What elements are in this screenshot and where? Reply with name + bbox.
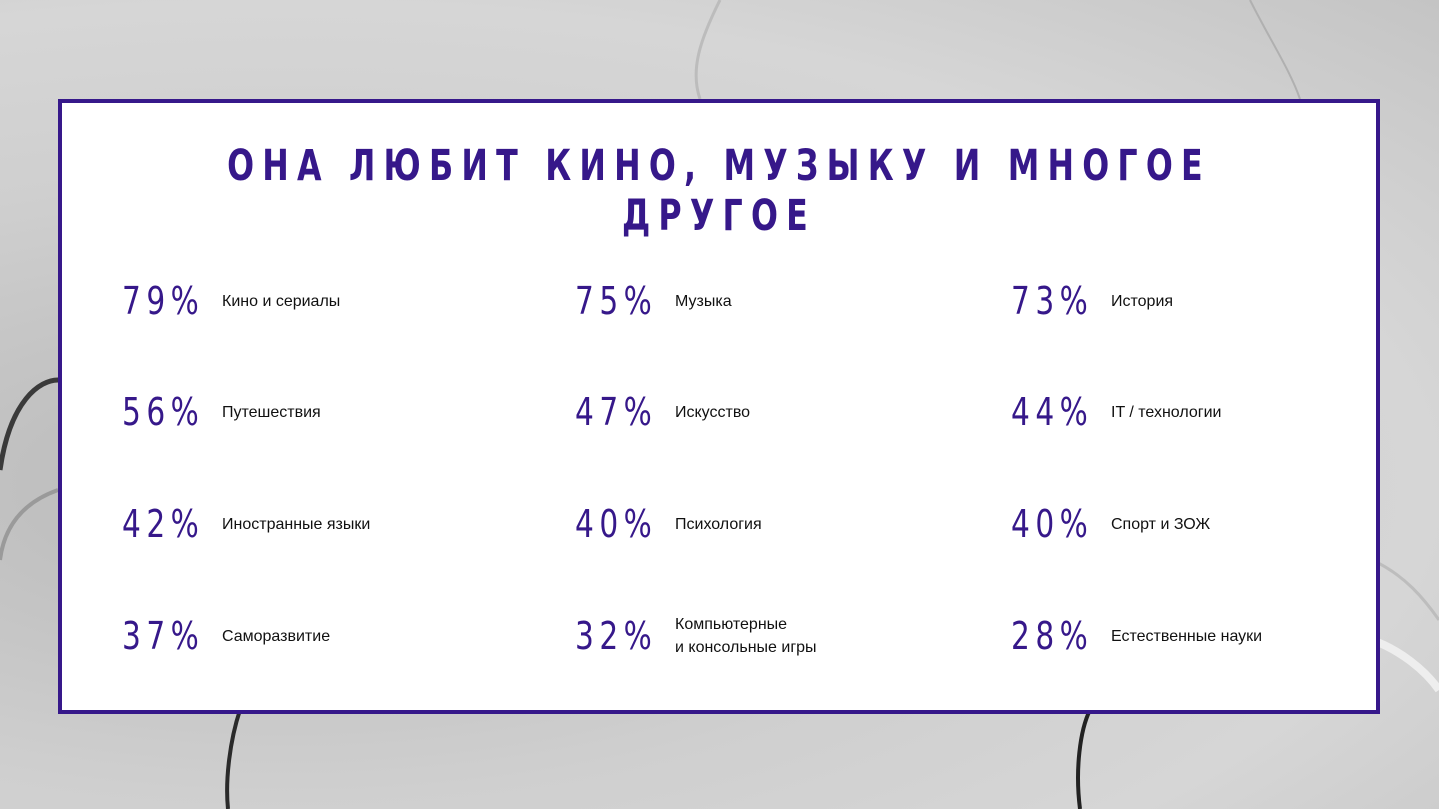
stat-percent: 37% (122, 614, 205, 658)
stat-item: 37% Саморазвитие (122, 606, 330, 666)
stat-percent: 79% (122, 279, 205, 323)
stats-card: ОНА ЛЮБИТ КИНО, МУЗЫКУ И МНОГОЕ ДРУГОЕ 7… (58, 99, 1380, 714)
stat-percent: 47% (575, 390, 658, 434)
stat-percent: 40% (1011, 502, 1094, 546)
stat-item: 32% Компьютерные и консольные игры (575, 606, 817, 666)
stat-label: Музыка (675, 292, 732, 310)
stat-item: 56% Путешествия (122, 382, 321, 442)
stat-label: Саморазвитие (222, 627, 331, 645)
stat-item: 44% IT / технологии (1011, 382, 1221, 442)
stat-label: История (1111, 292, 1174, 310)
stat-label: IT / технологии (1111, 403, 1222, 421)
stat-item: 28% Естественные науки (1011, 606, 1262, 666)
stat-item: 73% История (1011, 271, 1173, 331)
stat-percent: 40% (575, 502, 658, 546)
stat-percent: 56% (122, 390, 205, 434)
stat-percent: 75% (575, 279, 658, 323)
stat-percent: 32% (575, 614, 658, 658)
stat-label: Кино и сериалы (222, 292, 341, 310)
stat-percent: 42% (122, 502, 205, 546)
stat-item: 79% Кино и сериалы (122, 271, 340, 331)
page-title: ОНА ЛЮБИТ КИНО, МУЗЫКУ И МНОГОЕ ДРУГОЕ (227, 141, 1211, 241)
stat-label: Естественные науки (1111, 627, 1263, 645)
stat-percent: 44% (1011, 390, 1094, 434)
stat-item: 40% Спорт и ЗОЖ (1011, 494, 1210, 554)
stat-percent: 73% (1011, 279, 1094, 323)
stat-percent: 28% (1011, 614, 1094, 658)
stat-item: 40% Психология (575, 494, 762, 554)
stat-label: Спорт и ЗОЖ (1111, 515, 1211, 533)
stat-label: Искусство (675, 403, 751, 421)
stat-item: 42% Иностранные языки (122, 494, 370, 554)
stat-item: 47% Искусство (575, 382, 750, 442)
stat-label: Путешествия (222, 403, 321, 421)
stat-label: Иностранные языки (222, 515, 371, 533)
stat-item: 75% Музыка (575, 271, 732, 331)
stat-label: Компьютерные и консольные игры (675, 616, 817, 656)
stat-label: Психология (675, 515, 762, 533)
